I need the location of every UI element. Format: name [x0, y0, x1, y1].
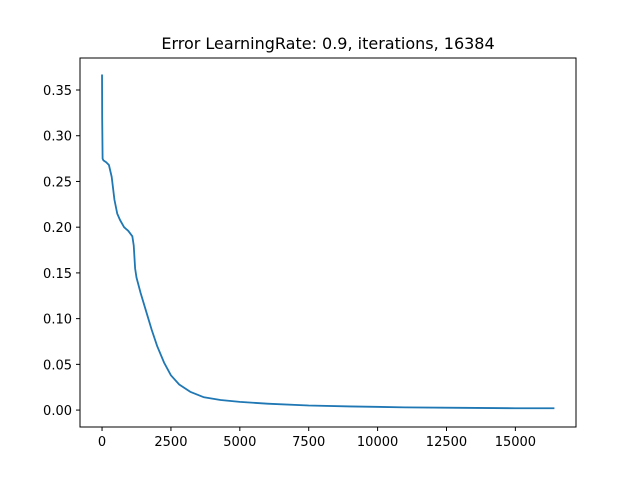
y-tick-label: 0.25	[43, 175, 72, 190]
chart-title: Error LearningRate: 0.9, iterations, 163…	[161, 34, 494, 53]
x-tick-label: 5000	[223, 435, 256, 450]
x-axis: 0 2500 5000 7500 10000 12500 15000	[98, 427, 536, 450]
y-tick-label: 0.00	[43, 404, 72, 419]
x-tick-label: 15000	[495, 435, 536, 450]
y-tick-label: 0.20	[43, 221, 72, 236]
y-tick-label: 0.30	[43, 130, 72, 145]
error-series-line	[101, 74, 555, 410]
x-tick-label: 12500	[426, 435, 467, 450]
y-tick-label: 0.35	[43, 84, 72, 99]
plot-area	[101, 74, 555, 410]
y-tick-label: 0.10	[43, 313, 72, 328]
y-tick-label: 0.05	[43, 358, 72, 373]
x-tick-label: 2500	[154, 435, 187, 450]
x-tick-label: 10000	[357, 435, 398, 450]
axes-frame	[79, 57, 577, 428]
y-tick-label: 0.15	[43, 267, 72, 282]
y-axis: 0.00 0.05 0.10 0.15 0.20 0.25 0.30 0.35	[43, 84, 80, 419]
x-tick-label: 7500	[292, 435, 325, 450]
x-tick-label: 0	[98, 435, 106, 450]
